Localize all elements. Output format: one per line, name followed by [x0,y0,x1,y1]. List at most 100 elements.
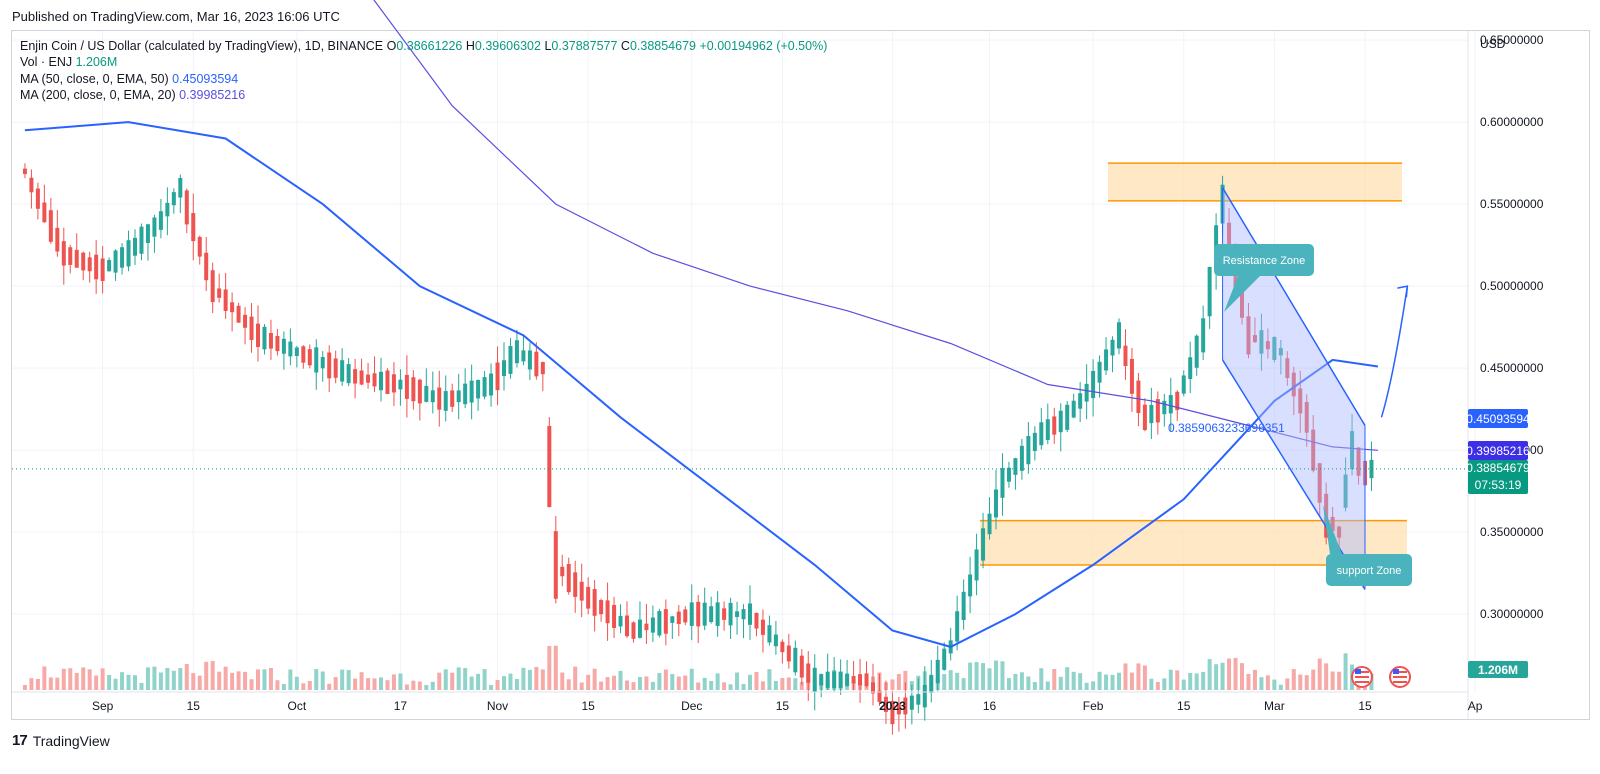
volume-bar [94,675,99,690]
candle-body [819,674,824,686]
volume-bar [1162,678,1167,690]
ma50-price-label-bg [1468,409,1528,428]
volume-bar [1117,672,1121,690]
candle-body [404,374,409,399]
volume-bar [366,678,371,690]
candle-body [126,240,131,267]
x-tick-label: 15 [1358,699,1372,713]
x-tick-label: Ap [1468,699,1483,713]
volume-bar [68,668,73,690]
candle-body [696,601,701,627]
legend-row-ma50[interactable]: MA (50, close, 0, EMA, 50) 0.45093594 [20,71,827,87]
volume-bar [1032,682,1037,690]
candle-body [909,695,914,710]
volume-bar [314,669,319,690]
flag-stripe [1355,681,1369,683]
candle-body [650,617,655,633]
candle-body [709,606,714,623]
y-tick-label: 0.55000000 [1480,197,1544,211]
candle-body [586,586,591,609]
candle-body [1252,335,1257,343]
volume-bar [353,678,358,690]
candle-body [676,611,681,624]
volume-bar [1337,671,1342,690]
y-tick-label: 0.60000000 [1480,115,1544,129]
candle-body [1136,380,1141,414]
candle-body [1045,419,1050,441]
candle-body [858,674,863,686]
volume-bar [521,667,526,690]
volume-bar [81,667,86,690]
candle-body [1298,388,1303,414]
volume-bar [217,671,222,690]
candle-body [864,673,869,687]
candle-body [741,609,746,620]
candle-body [61,241,66,266]
volume-bar [243,671,248,690]
candle-body [514,340,519,364]
candle-body [793,647,798,673]
volume-bar [1317,658,1322,690]
candle-body [1175,391,1180,411]
volume-bar [372,678,377,690]
volume-bar [385,680,390,690]
x-tick-label: Dec [681,699,702,713]
volume-bar [1240,663,1244,690]
channel-upper-line [1221,187,1366,426]
ma200-label: MA (200, close, 0, EMA, 20) [20,87,176,102]
volume-bar [547,645,552,690]
volume-bar [994,660,998,690]
volume-bar [566,679,571,690]
x-tick-label: 15 [187,699,201,713]
low-label: L [544,39,552,53]
candle-body [81,252,86,271]
footer-brand[interactable]: 17 TradingView [12,732,110,749]
candle-body [1149,404,1154,424]
change-value: +0.00194962 (+0.50%) [699,39,828,53]
volume-bar [1252,669,1257,690]
candle-body [508,345,513,374]
candle-body [1259,330,1264,354]
candle-body [663,609,668,634]
channel-drawing: 0.3859063233696351 [1168,187,1366,590]
candle-body [482,377,487,397]
candle-body [851,676,856,684]
volume-bar [631,682,636,690]
flag-stripe [1355,671,1369,673]
volume-bar [113,678,118,690]
candle-body [1356,447,1361,476]
y-tick-label: 0.45000000 [1480,361,1544,375]
candle-body [42,202,47,223]
chart-frame[interactable] [11,30,1590,720]
volume-bar [1214,664,1219,690]
volume-bar [333,677,338,690]
volume-bar [637,676,642,690]
volume-bar [1175,670,1180,690]
volume-bar [728,684,733,690]
candle-body [366,374,371,383]
candle-body [171,192,176,206]
volume-bar [359,672,364,690]
candle-body [1032,432,1037,452]
volume-bar [307,680,312,690]
volume-bar [689,668,694,690]
candle-body [191,213,196,242]
volume-bar [22,684,27,690]
candle-body [301,346,306,363]
volume-bar [508,673,513,690]
x-tick-label: Nov [487,699,508,713]
legend-row-ma200[interactable]: MA (200, close, 0, EMA, 20) 0.39985216 [20,87,827,103]
candle-body [1039,422,1044,446]
volume-bar [1259,677,1264,690]
volume-bar [236,671,241,690]
volume-bar [210,660,215,690]
volume-bar [1052,669,1057,690]
candle-body [683,609,688,623]
volume-bar [262,669,267,690]
volume-bar [741,684,746,690]
legend-row-volume[interactable]: Vol · ENJ 1.206M [20,54,827,70]
volume-bar [482,669,487,690]
volume-bar [514,678,519,690]
support-callout-label: support Zone [1337,565,1402,577]
